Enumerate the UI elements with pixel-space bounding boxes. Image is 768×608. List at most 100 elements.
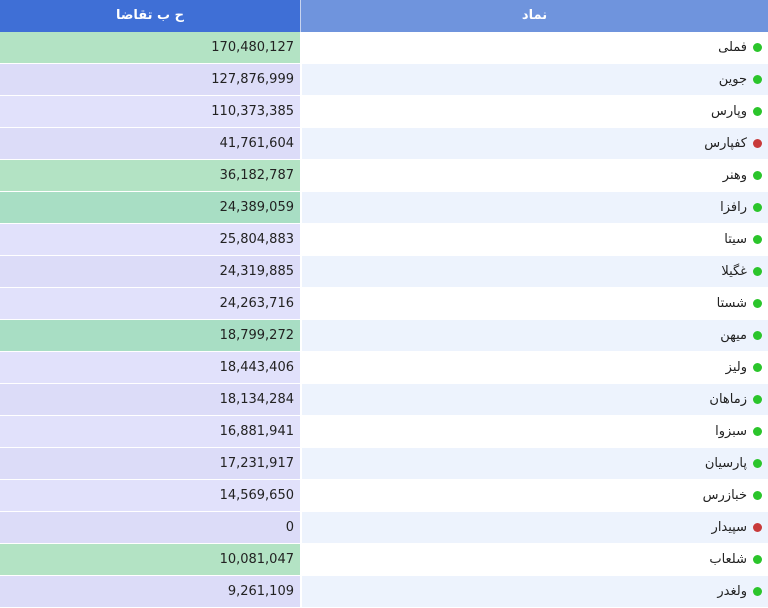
symbol-cell[interactable]: رافزا <box>300 192 768 224</box>
demand-volume-value: 10,081,047 <box>219 552 294 567</box>
status-up-dot-icon <box>753 43 762 52</box>
symbol-cell[interactable]: شستا <box>300 288 768 320</box>
demand-volume-value: 16,881,941 <box>219 424 294 439</box>
table-row[interactable]: وهنر 36,182,787 <box>0 160 768 192</box>
demand-volume-value: 9,261,109 <box>227 584 294 599</box>
status-up-dot-icon <box>753 555 762 564</box>
table-row[interactable]: زماهان 18,134,284 <box>0 384 768 416</box>
symbol-label[interactable]: وهنر <box>722 167 747 183</box>
table-row[interactable]: میهن 18,799,272 <box>0 320 768 352</box>
demand-volume-cell: 24,389,059 <box>0 192 300 224</box>
demand-volume-cell: 36,182,787 <box>0 160 300 192</box>
symbol-cell[interactable]: وهنر <box>300 160 768 192</box>
symbol-label[interactable]: پارسیان <box>704 455 747 471</box>
symbol-label[interactable]: سبزوا <box>715 423 747 439</box>
symbol-label[interactable]: شلعاب <box>709 551 747 567</box>
status-up-dot-icon <box>753 395 762 404</box>
demand-volume-value: 127,876,999 <box>211 72 294 87</box>
demand-volume-value: 0 <box>285 520 294 535</box>
symbol-label[interactable]: خبازرس <box>702 487 747 503</box>
status-up-dot-icon <box>753 267 762 276</box>
symbol-label[interactable]: جوین <box>718 71 747 87</box>
symbol-cell[interactable]: ولغدر <box>300 576 768 608</box>
symbol-label[interactable]: وپارس <box>710 103 747 119</box>
symbol-label[interactable]: غگیلا <box>721 263 747 279</box>
demand-volume-cell: 24,319,885 <box>0 256 300 288</box>
symbol-cell[interactable]: سبزوا <box>300 416 768 448</box>
demand-volume-cell: 41,761,604 <box>0 128 300 160</box>
demand-volume-cell: 9,261,109 <box>0 576 300 608</box>
table-row[interactable]: کفپارس 41,761,604 <box>0 128 768 160</box>
demand-volume-value: 24,263,716 <box>219 296 294 311</box>
table-row[interactable]: شلعاب 10,081,047 <box>0 544 768 576</box>
column-header-demand-volume[interactable]: ح ب تقاضا <box>0 0 300 32</box>
status-up-dot-icon <box>753 491 762 500</box>
demand-volume-cell: 170,480,127 <box>0 32 300 64</box>
table-row[interactable]: جوین 127,876,999 <box>0 64 768 96</box>
symbol-cell[interactable]: میهن <box>300 320 768 352</box>
table-header: نماد ح ب تقاضا <box>0 0 768 32</box>
demand-volume-cell: 25,804,883 <box>0 224 300 256</box>
demand-volume-cell: 10,081,047 <box>0 544 300 576</box>
demand-volume-value: 36,182,787 <box>219 168 294 183</box>
demand-volume-cell: 24,263,716 <box>0 288 300 320</box>
symbol-cell[interactable]: جوین <box>300 64 768 96</box>
symbol-label[interactable]: ولیز <box>725 359 747 375</box>
symbol-cell[interactable]: ولیز <box>300 352 768 384</box>
table-row[interactable]: شستا 24,263,716 <box>0 288 768 320</box>
demand-volume-cell: 110,373,385 <box>0 96 300 128</box>
status-up-dot-icon <box>753 587 762 596</box>
demand-volume-value: 18,443,406 <box>219 360 294 375</box>
symbol-label[interactable]: رافزا <box>720 199 747 215</box>
demand-volume-cell: 14,569,650 <box>0 480 300 512</box>
symbol-cell[interactable]: زماهان <box>300 384 768 416</box>
table-row[interactable]: خبازرس 14,569,650 <box>0 480 768 512</box>
demand-volume-value: 18,134,284 <box>219 392 294 407</box>
table-row[interactable]: سپیدار 0 <box>0 512 768 544</box>
symbol-label[interactable]: ولغدر <box>717 583 747 599</box>
demand-volume-value: 41,761,604 <box>219 136 294 151</box>
demand-volume-cell: 18,443,406 <box>0 352 300 384</box>
demand-volume-value: 25,804,883 <box>219 232 294 247</box>
symbol-label[interactable]: میهن <box>720 327 747 343</box>
demand-volume-cell: 127,876,999 <box>0 64 300 96</box>
table-row[interactable]: فملی 170,480,127 <box>0 32 768 64</box>
symbol-label[interactable]: شستا <box>716 295 747 311</box>
table-row[interactable]: رافزا 24,389,059 <box>0 192 768 224</box>
demand-volume-value: 170,480,127 <box>211 40 294 55</box>
status-up-dot-icon <box>753 299 762 308</box>
symbol-cell[interactable]: پارسیان <box>300 448 768 480</box>
status-up-dot-icon <box>753 203 762 212</box>
symbol-cell[interactable]: شلعاب <box>300 544 768 576</box>
symbol-label[interactable]: زماهان <box>709 391 747 407</box>
demand-volume-cell: 0 <box>0 512 300 544</box>
symbol-label[interactable]: سپیدار <box>711 519 747 535</box>
status-up-dot-icon <box>753 331 762 340</box>
symbol-cell[interactable]: فملی <box>300 32 768 64</box>
status-up-dot-icon <box>753 363 762 372</box>
demand-volume-value: 18,799,272 <box>219 328 294 343</box>
table-row[interactable]: سبزوا 16,881,941 <box>0 416 768 448</box>
demand-volume-value: 24,389,059 <box>219 200 294 215</box>
table-row[interactable]: سیتا 25,804,883 <box>0 224 768 256</box>
table-row[interactable]: ولغدر 9,261,109 <box>0 576 768 608</box>
symbol-cell[interactable]: کفپارس <box>300 128 768 160</box>
demand-volume-cell: 16,881,941 <box>0 416 300 448</box>
symbol-label[interactable]: فملی <box>718 39 747 55</box>
status-down-dot-icon <box>753 139 762 148</box>
status-up-dot-icon <box>753 171 762 180</box>
table-row[interactable]: پارسیان 17,231,917 <box>0 448 768 480</box>
table-row[interactable]: وپارس 110,373,385 <box>0 96 768 128</box>
column-header-symbol[interactable]: نماد <box>300 0 768 32</box>
table-row[interactable]: ولیز 18,443,406 <box>0 352 768 384</box>
symbol-cell[interactable]: وپارس <box>300 96 768 128</box>
symbol-cell[interactable]: سپیدار <box>300 512 768 544</box>
symbol-cell[interactable]: غگیلا <box>300 256 768 288</box>
symbol-label[interactable]: سیتا <box>724 231 747 247</box>
status-up-dot-icon <box>753 75 762 84</box>
table-row[interactable]: غگیلا 24,319,885 <box>0 256 768 288</box>
symbol-label[interactable]: کفپارس <box>704 135 747 151</box>
symbol-cell[interactable]: سیتا <box>300 224 768 256</box>
symbol-cell[interactable]: خبازرس <box>300 480 768 512</box>
